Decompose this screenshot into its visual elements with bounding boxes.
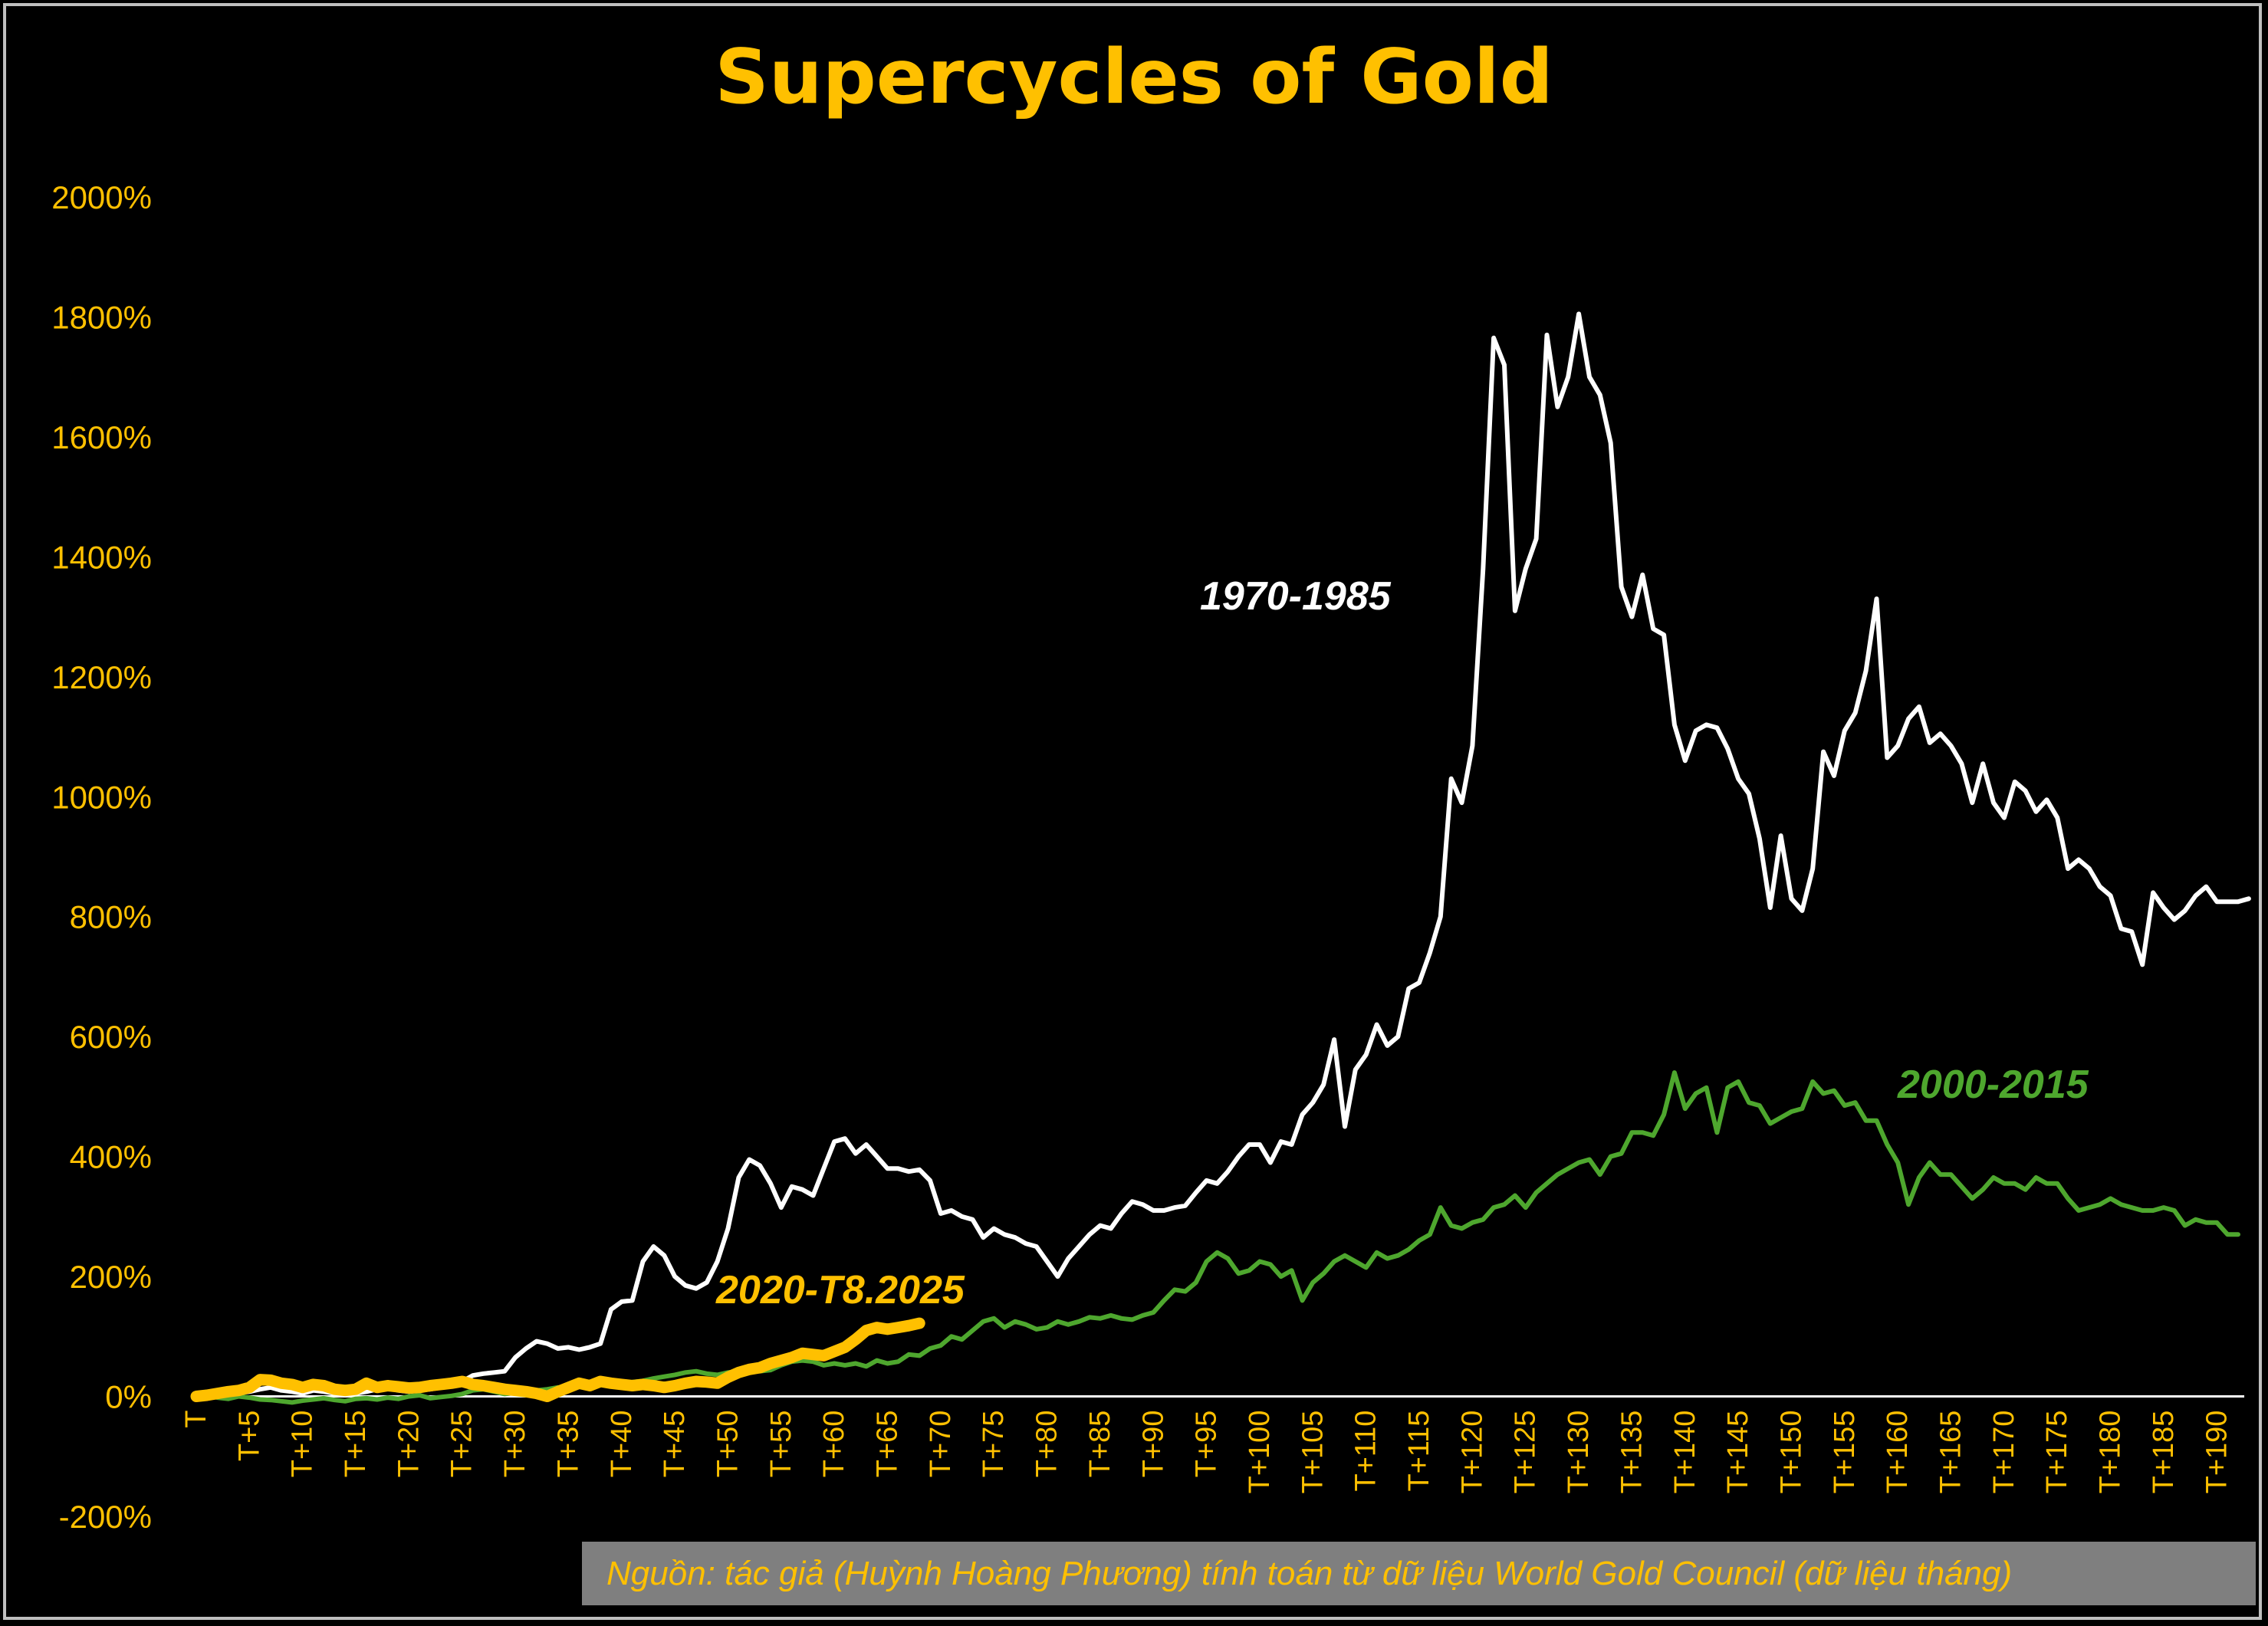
x-tick-label: T+175 xyxy=(2041,1411,2073,1494)
x-tick-label: T+25 xyxy=(446,1411,478,1478)
x-axis-ticks: T T+5 T+10 T+15 T+20 T+25 T+30 T+35 T+40 T+45 T+50… xyxy=(180,1411,2233,1494)
series-lines xyxy=(190,311,2251,1405)
x-tick-label: T+155 xyxy=(1829,1411,1861,1494)
x-tick-label: T+125 xyxy=(1510,1411,1542,1494)
y-tick-label: -200% xyxy=(59,1499,152,1535)
x-tick-label: T+145 xyxy=(1722,1411,1754,1494)
x-tick-label: T+75 xyxy=(978,1411,1010,1478)
x-tick-label: T+15 xyxy=(340,1411,372,1478)
x-tick-label: T+90 xyxy=(1137,1411,1169,1478)
x-tick-label: T+10 xyxy=(287,1411,319,1478)
series-line-1970-1985 xyxy=(194,311,2251,1399)
x-tick-label: T+110 xyxy=(1350,1411,1382,1492)
x-tick-label: T+135 xyxy=(1616,1411,1648,1494)
source-note: Nguồn: tác giả (Huỳnh Hoàng Phương) tính… xyxy=(582,1542,2256,1605)
series-line-2020-T8-2025 xyxy=(190,1317,925,1402)
x-tick-label: T+160 xyxy=(1882,1411,1914,1494)
y-tick-label: 1800% xyxy=(51,299,152,335)
x-tick-label: T+95 xyxy=(1191,1411,1223,1478)
x-tick-label: T+180 xyxy=(2095,1411,2127,1494)
x-tick-label: T+100 xyxy=(1244,1411,1276,1494)
x-tick-label: T+130 xyxy=(1563,1411,1595,1494)
x-tick-label: T xyxy=(180,1411,212,1428)
x-tick-label: T+45 xyxy=(659,1411,691,1478)
series-label-2020-T8-2025: 2020-T8.2025 xyxy=(715,1268,965,1312)
y-tick-label: 400% xyxy=(70,1139,152,1175)
x-tick-label: T+105 xyxy=(1297,1411,1329,1494)
x-tick-label: T+55 xyxy=(765,1411,797,1478)
series-label-2000-2015: 2000-2015 xyxy=(1897,1063,2089,1107)
y-tick-label: 800% xyxy=(70,899,152,935)
y-tick-label: 1600% xyxy=(51,419,152,455)
y-tick-label: 1400% xyxy=(51,539,152,575)
y-tick-label: 1000% xyxy=(51,779,152,815)
x-tick-label: T+85 xyxy=(1084,1411,1116,1478)
y-tick-label: 600% xyxy=(70,1019,152,1055)
chart-frame xyxy=(3,3,2262,1620)
x-tick-label: T+185 xyxy=(2148,1411,2180,1494)
series-label-1970-1985: 1970-1985 xyxy=(1200,574,1392,619)
x-tick-label: T+120 xyxy=(1456,1411,1488,1494)
x-tick-label: T+170 xyxy=(1988,1411,2020,1494)
x-tick-label: T+190 xyxy=(2201,1411,2233,1494)
y-axis-ticks: -200% 0% 200% 400% 600% 800% 1000% 1200% 1400% 16… xyxy=(51,179,152,1535)
source-text: Nguồn: tác giả (Huỳnh Hoàng Phương) tính… xyxy=(606,1554,2013,1592)
x-tick-label: T+5 xyxy=(233,1411,265,1462)
y-tick-label: 200% xyxy=(70,1259,152,1295)
x-tick-label: T+40 xyxy=(606,1411,638,1478)
x-tick-label: T+30 xyxy=(499,1411,531,1478)
x-tick-label: T+150 xyxy=(1776,1411,1808,1494)
chart-title: Supercycles of Gold xyxy=(715,34,1553,121)
x-tick-label: T+140 xyxy=(1669,1411,1701,1494)
x-tick-label: T+70 xyxy=(925,1411,957,1478)
y-tick-label: 2000% xyxy=(51,179,152,215)
y-tick-label: 1200% xyxy=(51,659,152,695)
series-line-2000-2015 xyxy=(194,1070,2240,1405)
x-tick-label: T+80 xyxy=(1031,1411,1063,1478)
x-tick-label: T+20 xyxy=(393,1411,425,1478)
x-tick-label: T+115 xyxy=(1403,1411,1435,1492)
x-tick-label: T+60 xyxy=(818,1411,850,1478)
x-tick-label: T+165 xyxy=(1935,1411,1967,1494)
x-tick-label: T+65 xyxy=(872,1411,904,1478)
x-tick-label: T+50 xyxy=(712,1411,744,1478)
x-tick-label: T+35 xyxy=(552,1411,584,1478)
y-tick-label: 0% xyxy=(105,1379,152,1415)
